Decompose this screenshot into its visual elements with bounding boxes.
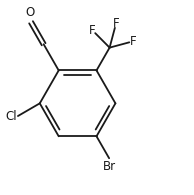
Text: F: F [113,17,119,30]
Text: O: O [25,6,35,19]
Text: Cl: Cl [5,110,17,122]
Text: F: F [89,24,95,37]
Text: F: F [130,35,137,48]
Text: Br: Br [103,160,116,173]
